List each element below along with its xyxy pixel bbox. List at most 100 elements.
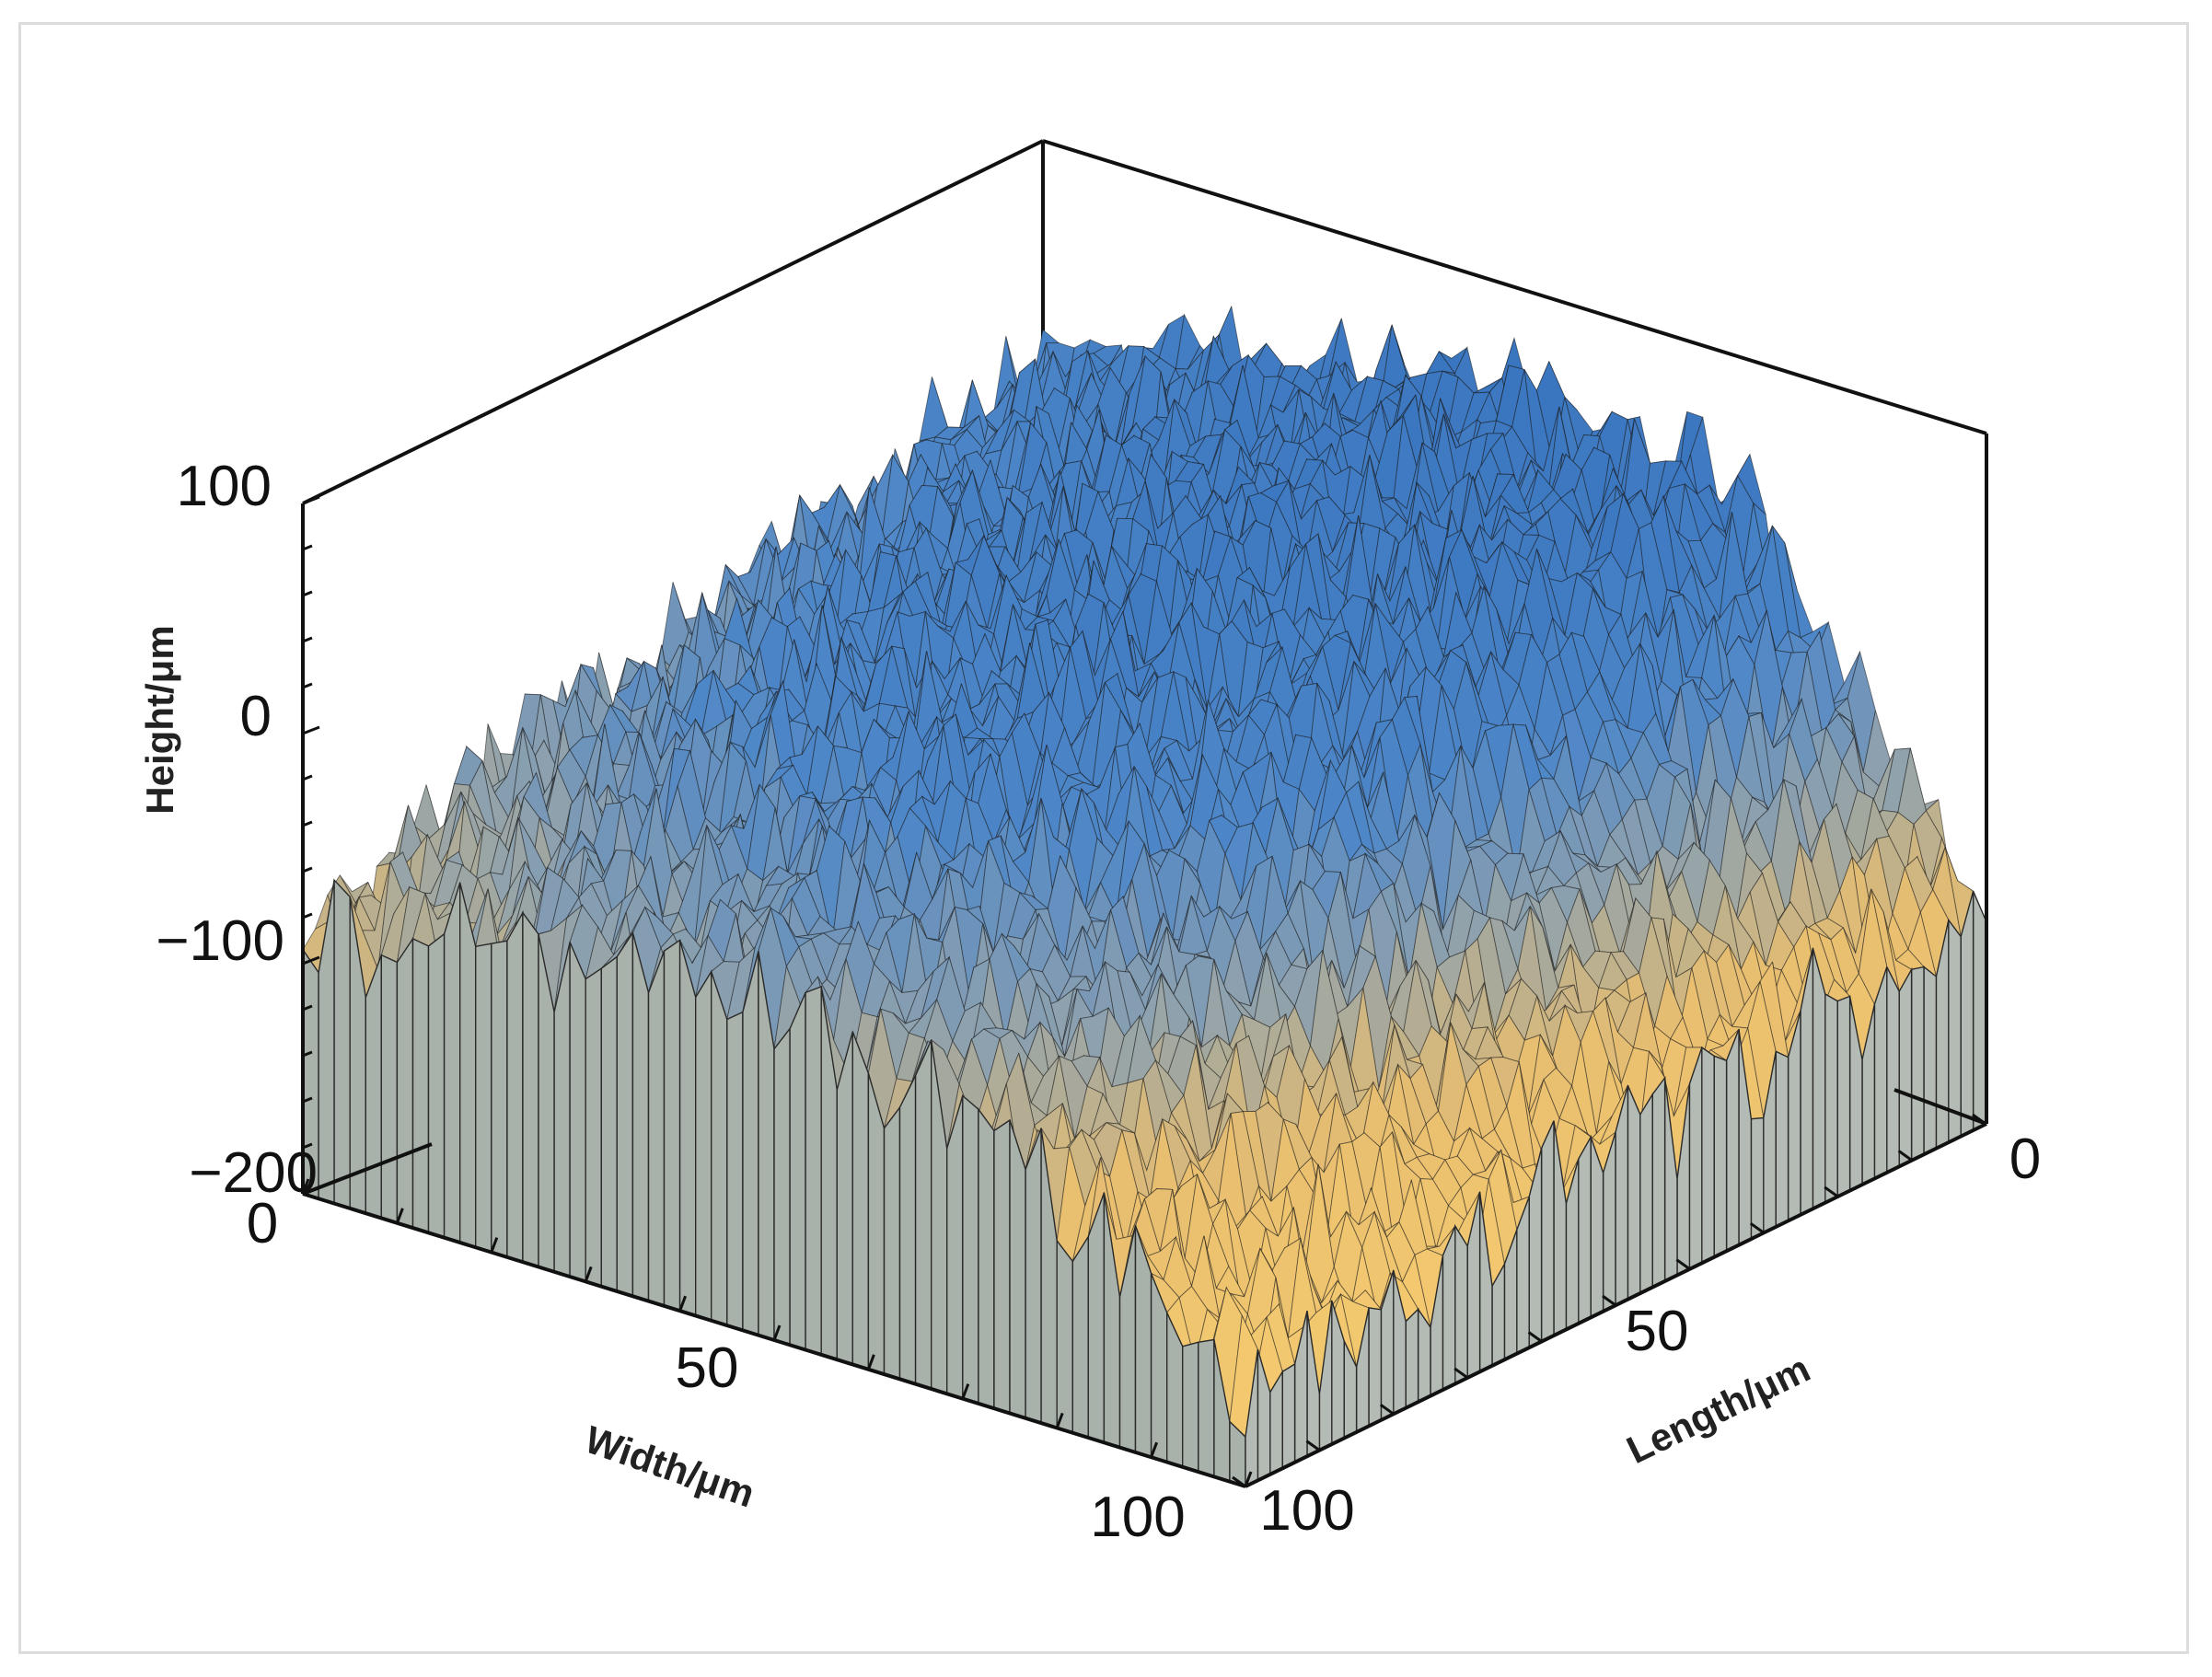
z-axis-title: Height/μm [138,625,181,814]
front-wall-strip [522,910,539,1268]
z-minor-tick [302,774,313,781]
box-edge-length-axis [1245,1122,1987,1488]
front-wall-strip [851,1031,870,1371]
front-wall-strip [946,1095,964,1400]
x-tick-label-50: 50 [676,1336,739,1400]
front-wall-strip [836,1031,853,1366]
front-wall-strip [663,939,681,1313]
right-wall-strip [1713,1055,1728,1258]
y-tick-label-100: 100 [1259,1479,1354,1543]
x-axis-title: Width/μm [580,1417,760,1516]
right-wall-strip [1812,947,1826,1210]
y-tick [1749,1221,1765,1234]
right-wall-strip [1442,1225,1456,1392]
y-axis-title: Length/μm [1620,1347,1817,1472]
front-wall-strip [805,985,822,1356]
y-tick [1824,1185,1839,1198]
front-wall-strip [978,1107,995,1410]
right-wall-strip [1405,1307,1419,1409]
front-wall-strip [1056,1238,1074,1434]
front-wall-strip [867,1072,886,1376]
front-wall-strip [1009,1119,1026,1419]
front-wall-strip [789,992,806,1351]
z-minor-tick [302,1004,313,1012]
box-edge-top-right [1042,139,1987,435]
y-tick [1972,1113,1986,1126]
right-wall-strip [1824,992,1838,1204]
front-wall-strip [600,954,618,1292]
x-tick [301,1178,310,1195]
right-wall-strip [1688,1047,1703,1270]
x-tick-label-0: 0 [247,1192,278,1255]
right-wall-strip [1651,1075,1666,1289]
y-tick [1379,1403,1395,1416]
right-wall-strip [1281,1362,1296,1470]
y-tick-label-50: 50 [1626,1300,1689,1363]
z-major-tick [302,955,320,966]
front-wall-strip [396,936,414,1230]
right-wall-strip [1898,966,1913,1168]
floor-edge-left [302,1142,433,1196]
front-wall-strip [695,969,712,1322]
front-wall-strip [678,940,697,1317]
front-wall-strip [475,943,492,1254]
right-wall-strip [1627,1085,1641,1301]
front-wall-strip [711,971,728,1327]
right-wall-strip [1368,1307,1383,1428]
figure-frame: 100 0 −100 −200 0 50 100 0 50 100 Height… [18,22,2189,1654]
z-minor-tick [302,820,313,827]
surface-layer [302,305,1986,1439]
front-wall-strip [1198,1338,1215,1478]
y-tick [1897,1150,1913,1162]
x-tick [584,1266,593,1282]
z-minor-tick [302,912,313,919]
z-minor-tick [302,866,313,873]
x-tick [1055,1412,1064,1428]
z-minor-tick [302,1050,313,1058]
z-tick-label-100: 100 [177,455,272,518]
right-wall-strip [1873,966,1888,1180]
front-wall-strip [569,942,586,1283]
z-major-tick [302,725,320,735]
front-wall-strip [1181,1341,1199,1474]
right-wall-strip [1775,1050,1789,1228]
right-wall-strip [1923,966,1938,1155]
z-minor-tick [302,636,313,643]
front-wall-strip [585,966,602,1288]
front-wall-strip [616,931,634,1298]
front-wall-strip [491,940,508,1258]
y-tick-label-0: 0 [2009,1128,2041,1191]
front-wall-strip [898,1075,917,1385]
right-wall-strip [1578,1134,1592,1324]
front-wall-strip [459,882,477,1249]
front-wall-strip [411,937,430,1234]
z-minor-tick [302,682,313,689]
front-wall-strip [742,951,759,1336]
right-wall-strip [1886,966,1900,1174]
right-wall-strip [1701,1046,1715,1265]
front-wall-strip [365,954,382,1220]
right-wall-strip [1960,891,1975,1138]
z-major-tick [302,495,320,505]
axis-ticks [301,495,1986,1488]
z-major-tick [302,1185,320,1196]
z-tick-label-minus200: −200 [189,1141,318,1205]
x-tick-label-100: 100 [1090,1486,1185,1549]
x-tick [1150,1441,1159,1458]
z-minor-tick [302,544,313,551]
right-wall-strip [1639,1092,1653,1295]
front-wall-strip [443,882,461,1243]
front-wall-strip [380,954,399,1224]
right-wall-strip [1725,1029,1740,1253]
right-wall-strip [1972,890,1986,1131]
box-edge-top-left [302,139,1044,505]
z-minor-tick [302,1096,313,1104]
x-tick [490,1237,499,1254]
front-wall-strip [726,1011,744,1332]
front-wall-strip [333,878,351,1209]
x-tick [395,1208,404,1224]
y-tick [1232,1475,1246,1488]
right-wall-strip [1454,1223,1468,1385]
front-wall-strip [427,932,446,1239]
front-wall-strip [993,1118,1011,1415]
